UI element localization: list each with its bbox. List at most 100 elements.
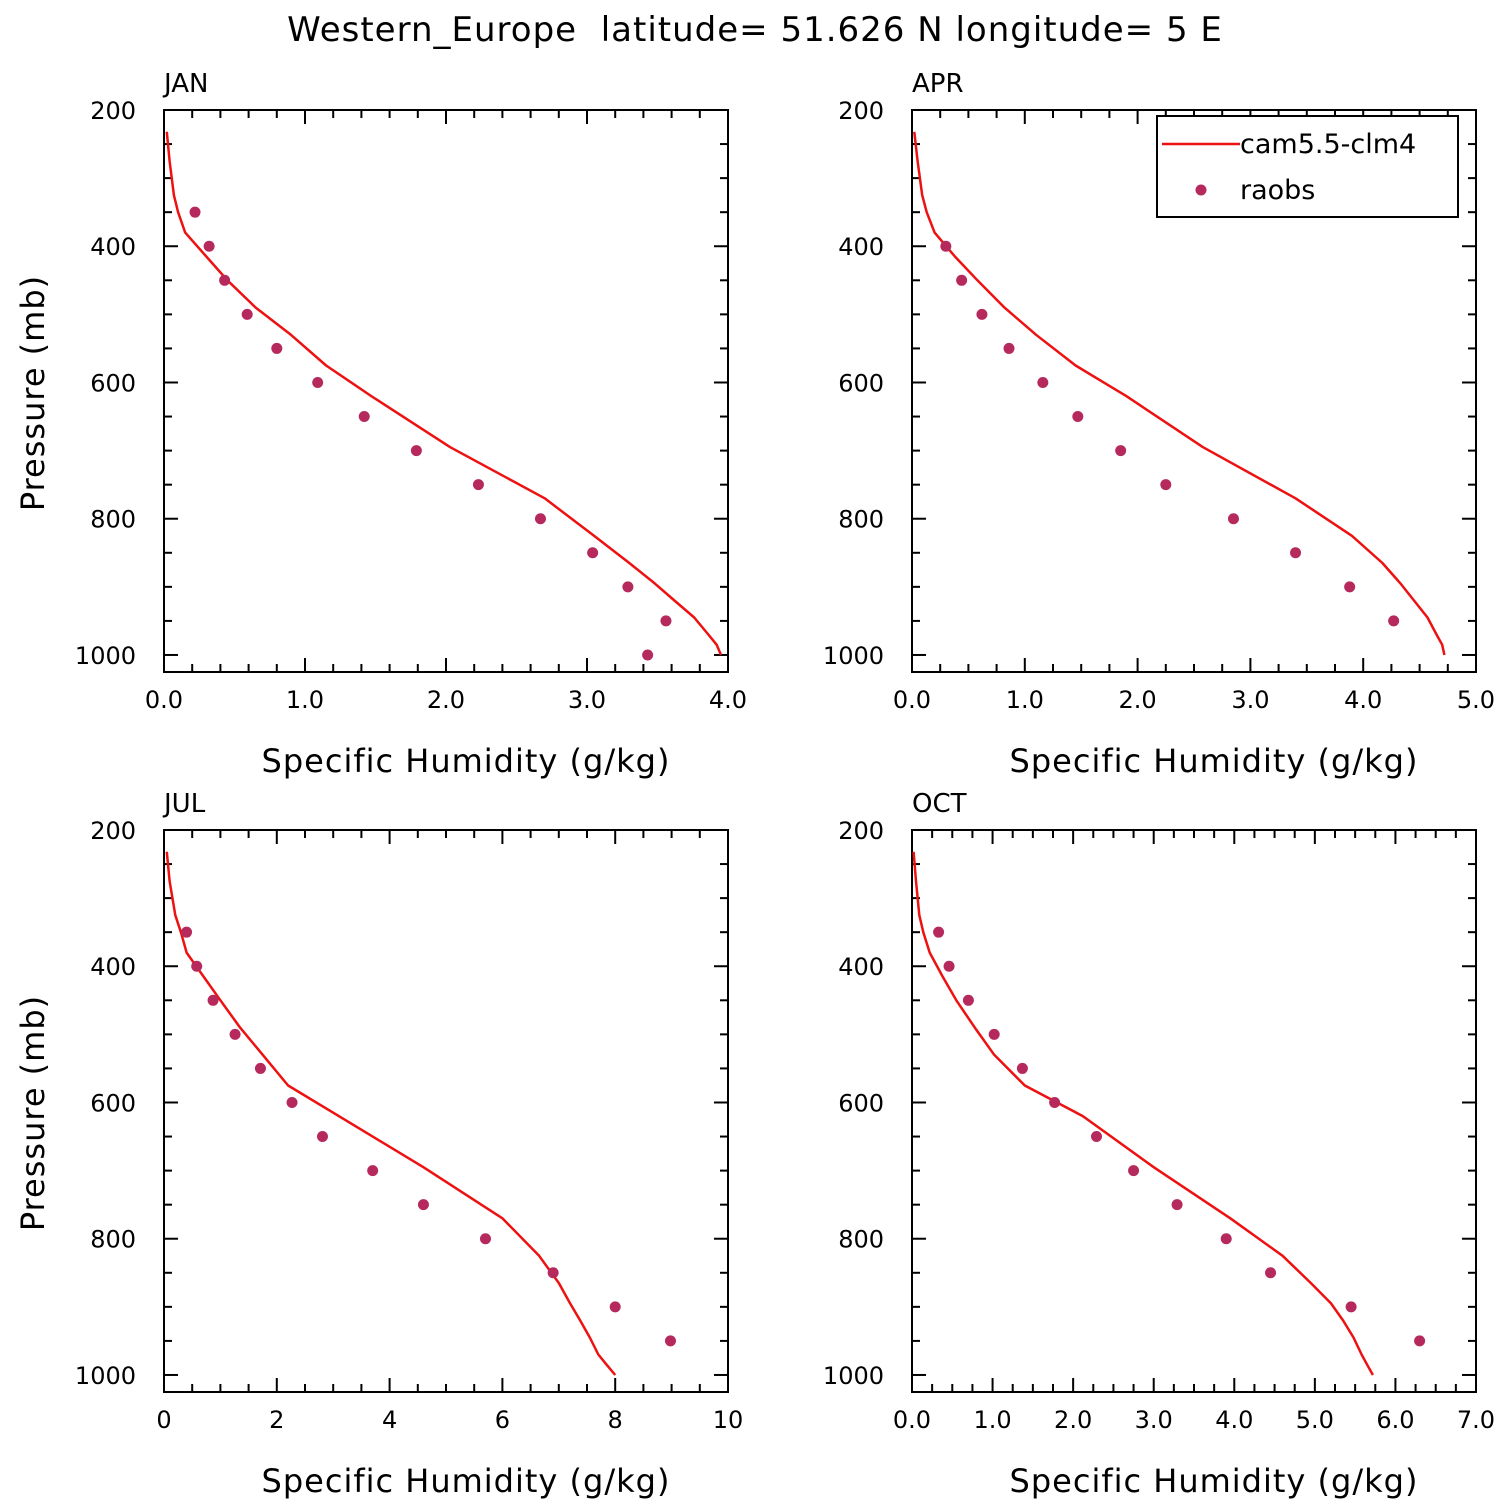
legend-marker-swatch	[1195, 184, 1207, 196]
x-tick-label: 6.0	[1376, 1406, 1414, 1434]
raobs-point	[976, 308, 988, 320]
y-axis-title: Pressure (mb)	[14, 275, 52, 511]
plot-frame	[163, 109, 729, 673]
raobs-point	[1265, 1267, 1277, 1279]
x-tick-label: 1.0	[1006, 686, 1044, 714]
x-tick-label: 4.0	[1215, 1406, 1253, 1434]
plot-frame	[163, 829, 729, 1393]
raobs-point	[642, 649, 654, 661]
x-tick-label: 0.0	[145, 686, 183, 714]
y-tick-label: 400	[90, 953, 136, 981]
x-tick-label: 2.0	[427, 686, 465, 714]
x-tick-label: 0.0	[893, 686, 931, 714]
x-axis-title: Specific Humidity (g/kg)	[262, 742, 671, 780]
x-axis-title: Specific Humidity (g/kg)	[1010, 742, 1419, 780]
raobs-point	[664, 1335, 676, 1347]
raobs-point	[587, 547, 599, 559]
raobs-point	[962, 994, 974, 1006]
raobs-point	[316, 1131, 328, 1143]
y-tick-label: 600	[838, 1089, 884, 1117]
raobs-point	[203, 240, 215, 252]
raobs-point	[1003, 342, 1015, 354]
raobs-point	[1388, 615, 1400, 627]
y-tick-label: 800	[90, 1226, 136, 1254]
raobs-point	[312, 376, 324, 388]
raobs-point	[191, 960, 203, 972]
panel-label: JAN	[162, 69, 208, 99]
y-tick-label: 600	[90, 1089, 136, 1117]
raobs-point	[988, 1028, 1000, 1040]
x-axis-title: Specific Humidity (g/kg)	[262, 1462, 671, 1500]
raobs-point	[1344, 581, 1356, 593]
raobs-point	[286, 1096, 298, 1108]
legend-label-obs: raobs	[1240, 175, 1315, 206]
x-tick-label: 3.0	[1231, 686, 1269, 714]
raobs-point	[940, 240, 952, 252]
x-tick-label: 6	[495, 1406, 510, 1434]
y-tick-label: 400	[838, 953, 884, 981]
raobs-point	[367, 1165, 379, 1177]
y-tick-label: 600	[838, 369, 884, 397]
y-tick-label: 800	[90, 506, 136, 534]
panel-jul: 0 2 4 6 8 10 200 400 600 800 1000 JUL Specific Humid…	[14, 789, 743, 1500]
raobs-point	[229, 1028, 241, 1040]
x-tick-label: 4.0	[709, 686, 747, 714]
y-tick-label: 200	[838, 97, 884, 125]
model-profile-line	[912, 851, 1374, 1376]
raobs-point	[1091, 1131, 1103, 1143]
raobs-point	[241, 308, 253, 320]
model-profile-line	[165, 131, 723, 656]
raobs-point	[254, 1062, 266, 1074]
x-tick-label: 3.0	[568, 686, 606, 714]
raobs-point	[933, 926, 945, 938]
y-tick-label: 800	[838, 1226, 884, 1254]
x-tick-label: 4	[382, 1406, 397, 1434]
raobs-point	[1016, 1062, 1028, 1074]
raobs-point	[534, 513, 546, 525]
raobs-point	[1128, 1165, 1140, 1177]
raobs-point	[943, 960, 955, 972]
raobs-point	[417, 1199, 429, 1211]
x-axis-title: Specific Humidity (g/kg)	[1010, 1462, 1419, 1500]
raobs-point	[1345, 1301, 1357, 1313]
y-tick-label: 400	[838, 233, 884, 261]
y-tick-label: 600	[90, 369, 136, 397]
panel-apr: 0.0 1.0 2.0 3.0 4.0 5.0 200 400 600 800 1000 APR Spe…	[823, 69, 1495, 780]
y-tick-label: 1000	[823, 642, 884, 670]
raobs-point	[1290, 547, 1302, 559]
panel-label: JUL	[162, 789, 206, 819]
legend-label-model: cam5.5-clm4	[1240, 129, 1416, 160]
x-tick-label: 2	[269, 1406, 284, 1434]
raobs-point	[219, 274, 231, 286]
raobs-point	[956, 274, 968, 286]
raobs-point	[1072, 411, 1084, 423]
legend: cam5.5-clm4 raobs	[1156, 115, 1459, 218]
raobs-point	[1160, 479, 1172, 491]
raobs-point	[1220, 1233, 1232, 1245]
model-profile-line	[913, 131, 1446, 656]
x-tick-label: 0.0	[893, 1406, 931, 1434]
raobs-point	[1414, 1335, 1426, 1347]
model-profile-line	[165, 851, 617, 1376]
raobs-point	[410, 445, 422, 457]
panel-label: OCT	[912, 789, 967, 819]
x-tick-label: 5.0	[1457, 686, 1495, 714]
raobs-point	[660, 615, 672, 627]
x-tick-label: 1.0	[973, 1406, 1011, 1434]
y-tick-label: 200	[90, 817, 136, 845]
raobs-point	[547, 1267, 559, 1279]
raobs-point	[207, 994, 219, 1006]
y-tick-label: 1000	[75, 1362, 136, 1390]
raobs-point	[1227, 513, 1239, 525]
y-tick-label: 1000	[75, 642, 136, 670]
y-tick-label: 400	[90, 233, 136, 261]
panel-oct: 0.0 1.0 2.0 3.0 4.0 5.0 6.0 7.0 200 400 600 800 1000…	[823, 789, 1495, 1500]
y-tick-label: 200	[838, 817, 884, 845]
x-tick-label: 5.0	[1296, 1406, 1334, 1434]
y-tick-label: 200	[90, 97, 136, 125]
figure-title: Western_Europe latitude= 51.626 N longit…	[287, 10, 1223, 50]
raobs-point	[1049, 1096, 1061, 1108]
x-tick-label: 0	[156, 1406, 171, 1434]
raobs-point	[1171, 1199, 1183, 1211]
